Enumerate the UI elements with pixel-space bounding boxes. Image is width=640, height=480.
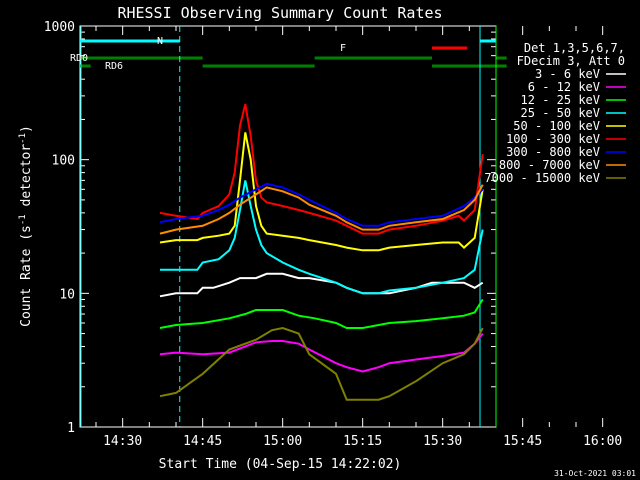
legend-entry: 100 - 300 keV [506, 132, 600, 146]
rd0-label: RD0 [70, 53, 88, 64]
night-label: N [157, 36, 163, 47]
rd6-label: RD6 [105, 61, 123, 72]
legend-entry: 25 - 50 keV [521, 106, 600, 120]
legend-entry: 3 - 6 keV [535, 67, 600, 81]
flare-label: F [340, 43, 346, 54]
series-line [159, 184, 484, 235]
series-line [159, 326, 484, 401]
legend-entry: 7000 - 15000 keV [484, 171, 600, 185]
series-line [159, 332, 484, 373]
x-tick-label: 14:30 [103, 434, 142, 449]
timestamp: 31-Oct-2021 03:01 [554, 469, 636, 478]
legend-entry: 6 - 12 keV [528, 80, 600, 94]
legend-entry: 12 - 25 keV [521, 93, 600, 107]
x-tick-label: 15:00 [263, 434, 302, 449]
series-line [159, 182, 484, 227]
series-line [159, 132, 484, 252]
y-axis-label: Count Rate (s-1 detector-1) [18, 125, 34, 327]
plot-frame [79, 25, 497, 428]
y-tick-label: 10 [59, 287, 75, 302]
x-tick-label: 15:15 [343, 434, 382, 449]
x-tick-label: 14:45 [183, 434, 222, 449]
y-tick-label: 1000 [44, 20, 75, 35]
x-axis-label: Start Time (04-Sep-15 14:22:02) [159, 457, 402, 472]
series-line [159, 103, 484, 235]
legend-header-1: Det 1,3,5,6,7, [524, 41, 625, 55]
chart-title: RHESSI Observing Summary Count Rates [117, 4, 442, 22]
legend-entry: 300 - 800 keV [506, 145, 600, 159]
series-line [160, 180, 484, 295]
x-tick-label: 16:00 [583, 434, 622, 449]
series-line [159, 298, 484, 329]
legend-entry: 800 - 7000 keV [499, 158, 600, 172]
x-tick-label: 15:30 [423, 434, 462, 449]
legend-entry: 50 - 100 keV [513, 119, 600, 133]
legend-header-2: FDecim 3, Att 0 [517, 54, 625, 68]
y-tick-label: 1 [67, 421, 75, 436]
x-tick-label: 15:45 [503, 434, 542, 449]
y-tick-label: 100 [52, 154, 75, 169]
